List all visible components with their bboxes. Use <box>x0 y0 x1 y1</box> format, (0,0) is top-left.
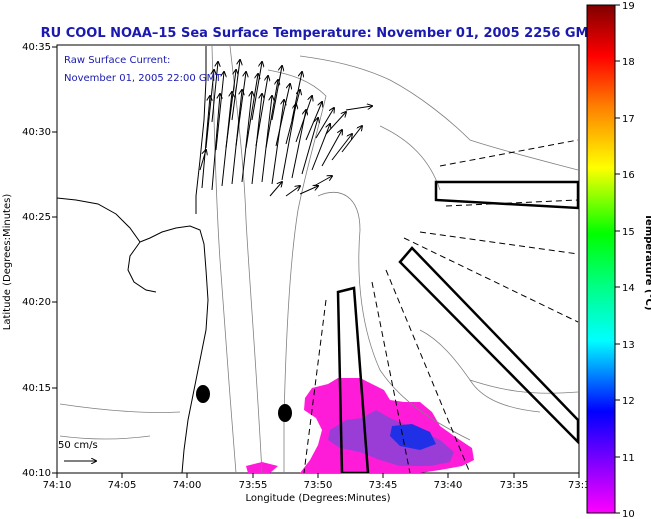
colorbar-gradient <box>586 4 616 514</box>
survey-box-east <box>434 180 579 210</box>
x-tick-label: 73:3 <box>568 480 590 491</box>
coastline <box>57 197 209 473</box>
colorbar-tick-label: 14 <box>622 283 635 294</box>
map-content <box>57 45 579 473</box>
colorbar-tick-label: 13 <box>622 340 635 351</box>
northern-shoreline <box>195 46 207 214</box>
colorbar-tick-label: 16 <box>622 170 635 181</box>
colorbar-tick-label: 17 <box>622 114 635 125</box>
y-axis-label: Latitude (Degrees:Minutes) <box>2 194 13 331</box>
y-tick-label: 40:20 <box>22 297 51 308</box>
y-tick-label: 40:10 <box>22 468 51 479</box>
colorbar-label: Temperature (°C) <box>643 214 651 311</box>
colorbar-tick-label: 19 <box>622 1 635 12</box>
colorbar-tick-label: 10 <box>622 509 635 519</box>
colorbar-tick-label: 11 <box>622 453 635 464</box>
y-tick-label: 40:25 <box>22 212 51 223</box>
y-tick-label: 40:30 <box>22 127 51 138</box>
surface-current-vectors <box>199 60 372 197</box>
temperature-colorbar: 19 18 17 16 15 14 13 12 11 10 Temperatur… <box>586 1 651 519</box>
station-marker-1 <box>196 385 210 403</box>
bathymetry-contours <box>59 45 579 473</box>
x-tick-label: 73:55 <box>239 480 268 491</box>
legend-line-2: November 01, 2005 22:00 GMT <box>64 73 222 84</box>
survey-box-south <box>336 286 370 473</box>
legend-line-1: Raw Surface Current: <box>64 55 170 66</box>
x-tick-label: 73:40 <box>434 480 463 491</box>
x-tick-label: 73:45 <box>369 480 398 491</box>
scale-label: 50 cm/s <box>58 440 98 451</box>
colorbar-tick-label: 18 <box>622 57 635 68</box>
y-axis: 40:35 40:30 40:25 40:20 40:15 40:10 <box>22 42 57 479</box>
map-title: RU COOL NOAA–15 Sea Surface Temperature:… <box>41 26 598 41</box>
survey-box-southeast <box>398 246 579 445</box>
x-axis-label: Longitude (Degrees:Minutes) <box>245 493 390 504</box>
x-tick-label: 74:10 <box>43 480 72 491</box>
x-tick-label: 73:35 <box>500 480 529 491</box>
x-tick-label: 74:05 <box>108 480 137 491</box>
colorbar-tick-label: 12 <box>622 396 635 407</box>
sst-patch <box>246 378 474 473</box>
survey-track-lines <box>303 139 579 473</box>
colorbar-tick-label: 15 <box>622 227 635 238</box>
x-tick-label: 73:50 <box>304 480 333 491</box>
x-tick-label: 74:00 <box>173 480 202 491</box>
y-tick-label: 40:35 <box>22 42 51 53</box>
y-tick-label: 40:15 <box>22 383 51 394</box>
station-marker-2 <box>278 404 292 422</box>
x-axis: 74:10 74:05 74:00 73:55 73:50 73:45 73:4… <box>43 473 590 491</box>
bay-shoreline <box>127 241 157 293</box>
